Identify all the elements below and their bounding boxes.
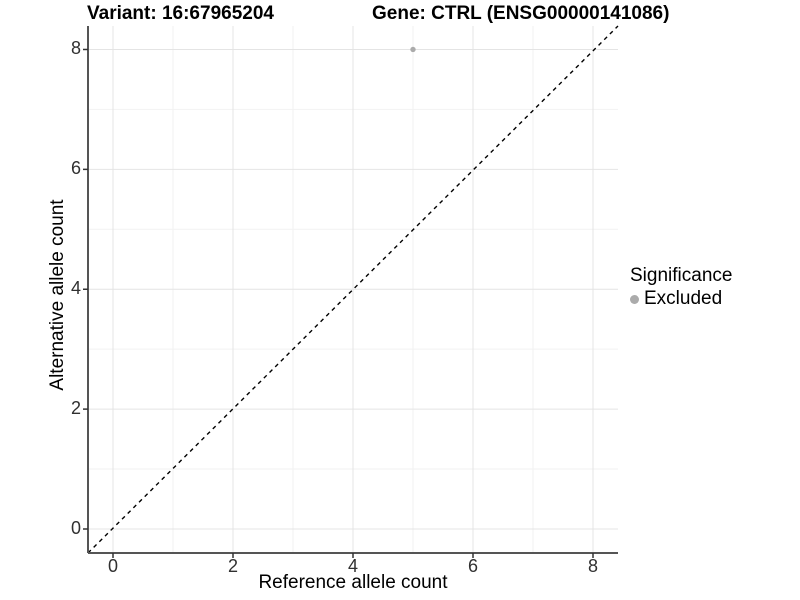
plot-title-gene: Gene: CTRL (ENSG00000141086) [372, 3, 670, 24]
x-tick-label: 0 [107, 556, 119, 576]
legend: Significance Excluded [630, 264, 732, 311]
x-tick-label: 6 [467, 556, 479, 576]
x-tick-label: 2 [227, 556, 239, 576]
y-tick-label: 4 [70, 278, 81, 299]
plot-title-variant: Variant: 16:67965204 [87, 3, 274, 24]
legend-item-label: Excluded [644, 288, 723, 309]
excluded-point-icon [630, 294, 639, 304]
x-tick-label: 8 [587, 556, 599, 576]
data-point-excluded [410, 46, 416, 53]
x-axis-title: Reference allele count [258, 572, 448, 593]
y-tick-label: 0 [70, 518, 81, 539]
y-axis-title: Alternative allele count [47, 199, 68, 391]
y-tick-label: 6 [70, 158, 81, 179]
y-tick-label: 8 [70, 38, 81, 59]
legend-item-excluded: Excluded [630, 287, 732, 311]
x-tick-label: 4 [347, 556, 359, 576]
y-tick-label: 2 [70, 398, 81, 419]
legend-title: Significance [630, 265, 733, 286]
